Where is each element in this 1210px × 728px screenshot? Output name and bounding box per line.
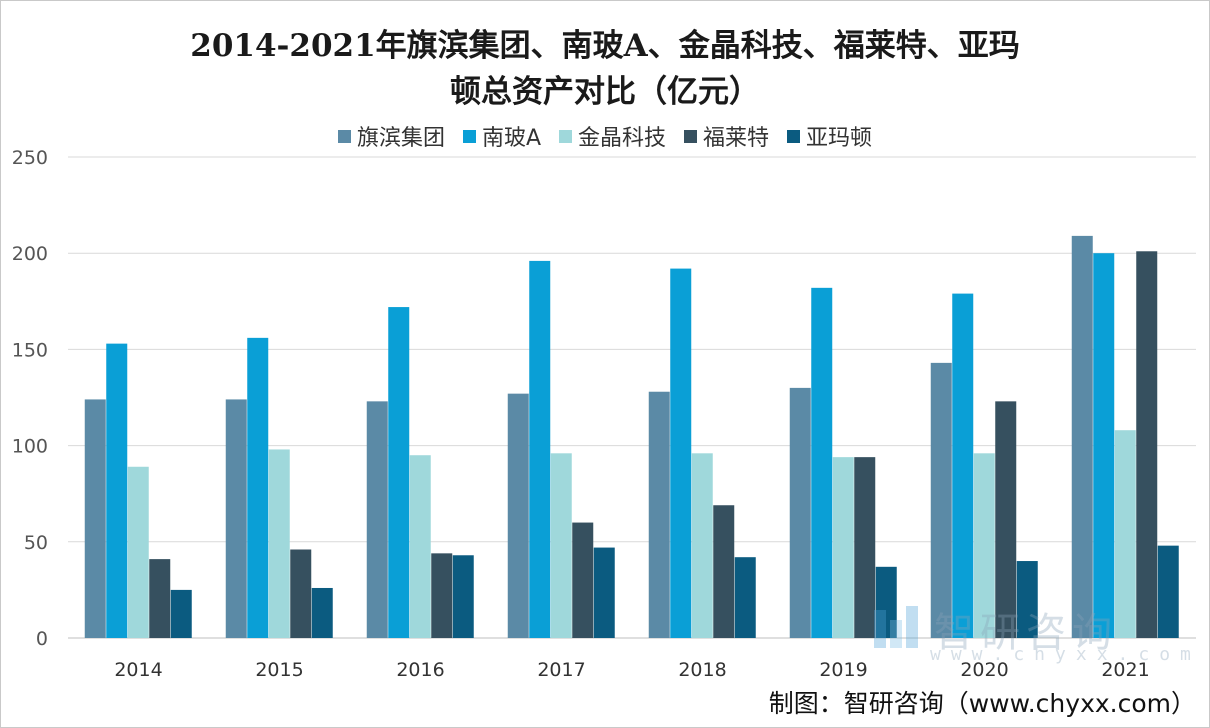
legend-label: 金晶科技: [578, 126, 667, 151]
bar: [452, 555, 474, 638]
y-tick-label: 0: [36, 628, 48, 650]
chart-legend: 旗滨集团 南玻A 金晶科技 福莱特 亚玛顿: [0, 120, 1210, 152]
bar: [930, 362, 952, 638]
bar: [149, 559, 171, 638]
bar: [1136, 251, 1158, 638]
watermark-name: 智研咨询: [934, 610, 1118, 656]
x-tick-label: 2020: [960, 659, 1008, 681]
bar: [1016, 561, 1038, 638]
legend-label: 南玻A: [481, 126, 542, 151]
legend-item: 福莱特: [684, 120, 769, 152]
bar: [311, 587, 333, 638]
y-tick-label: 250: [12, 147, 48, 169]
brand-logo-icon: [874, 606, 918, 648]
bar: [1157, 545, 1179, 638]
bar: [431, 553, 453, 638]
bar: [290, 549, 312, 638]
x-tick-label: 2018: [678, 659, 726, 681]
y-tick-label: 150: [12, 339, 48, 361]
legend-swatch: [462, 129, 476, 143]
bar: [529, 260, 551, 638]
x-tick-label: 2016: [396, 659, 444, 681]
legend-item: 南玻A: [462, 120, 542, 152]
legend-swatch: [559, 129, 573, 143]
watermark: 智研咨询 www.chyxx.com: [872, 600, 1191, 665]
bar: [713, 505, 735, 638]
x-tick-label: 2017: [537, 659, 585, 681]
bar: [593, 547, 615, 638]
bar: [247, 337, 269, 638]
bar: [572, 522, 594, 638]
bar: [550, 453, 572, 638]
bar: [648, 391, 670, 638]
source-credit: 制图：智研咨询（www.chyxx.com）: [768, 689, 1196, 718]
x-tick-label: 2014: [114, 659, 162, 681]
watermark-url: www.chyxx.com: [930, 644, 1201, 665]
bar: [789, 387, 811, 638]
bar: [106, 343, 128, 638]
bar: [388, 307, 410, 638]
bar: [832, 457, 854, 638]
bar: [507, 393, 529, 638]
legend-swatch: [684, 129, 698, 143]
bar: [127, 466, 149, 638]
y-tick-label: 50: [24, 532, 48, 554]
legend-label: 旗滨集团: [356, 126, 445, 151]
legend-swatch: [337, 129, 351, 143]
bar: [409, 455, 431, 638]
bar: [1093, 253, 1115, 638]
bar: [952, 293, 974, 638]
bar: [366, 401, 388, 638]
bar: [1071, 235, 1093, 638]
y-tick-label: 100: [12, 436, 48, 458]
x-tick-label: 2021: [1101, 659, 1149, 681]
bar: [691, 453, 713, 638]
y-tick-label: 200: [12, 243, 48, 265]
bar: [84, 399, 106, 638]
legend-swatch: [787, 129, 801, 143]
legend-label: 福莱特: [703, 126, 770, 151]
legend-item: 亚玛顿: [787, 120, 872, 152]
bar: [670, 268, 692, 638]
bar: [973, 453, 995, 638]
x-tick-label: 2015: [255, 659, 303, 681]
bar: [268, 449, 290, 638]
bar: [1114, 430, 1136, 638]
x-tick-label: 2019: [819, 659, 867, 681]
chart-title-line1: 2014-2021年旗滨集团、南玻A、金晶科技、福莱特、亚玛: [190, 28, 1020, 64]
bar: [170, 589, 192, 638]
legend-item: 旗滨集团: [337, 120, 445, 152]
bar: [811, 287, 833, 638]
bar: [225, 399, 247, 638]
legend-item: 金晶科技: [559, 120, 666, 152]
chart-title-line2: 顿总资产对比（亿元）: [450, 74, 760, 110]
bar: [995, 401, 1017, 638]
bar: [854, 457, 876, 638]
bar: [734, 557, 756, 638]
legend-label: 亚玛顿: [806, 126, 873, 151]
bar: [875, 566, 897, 638]
